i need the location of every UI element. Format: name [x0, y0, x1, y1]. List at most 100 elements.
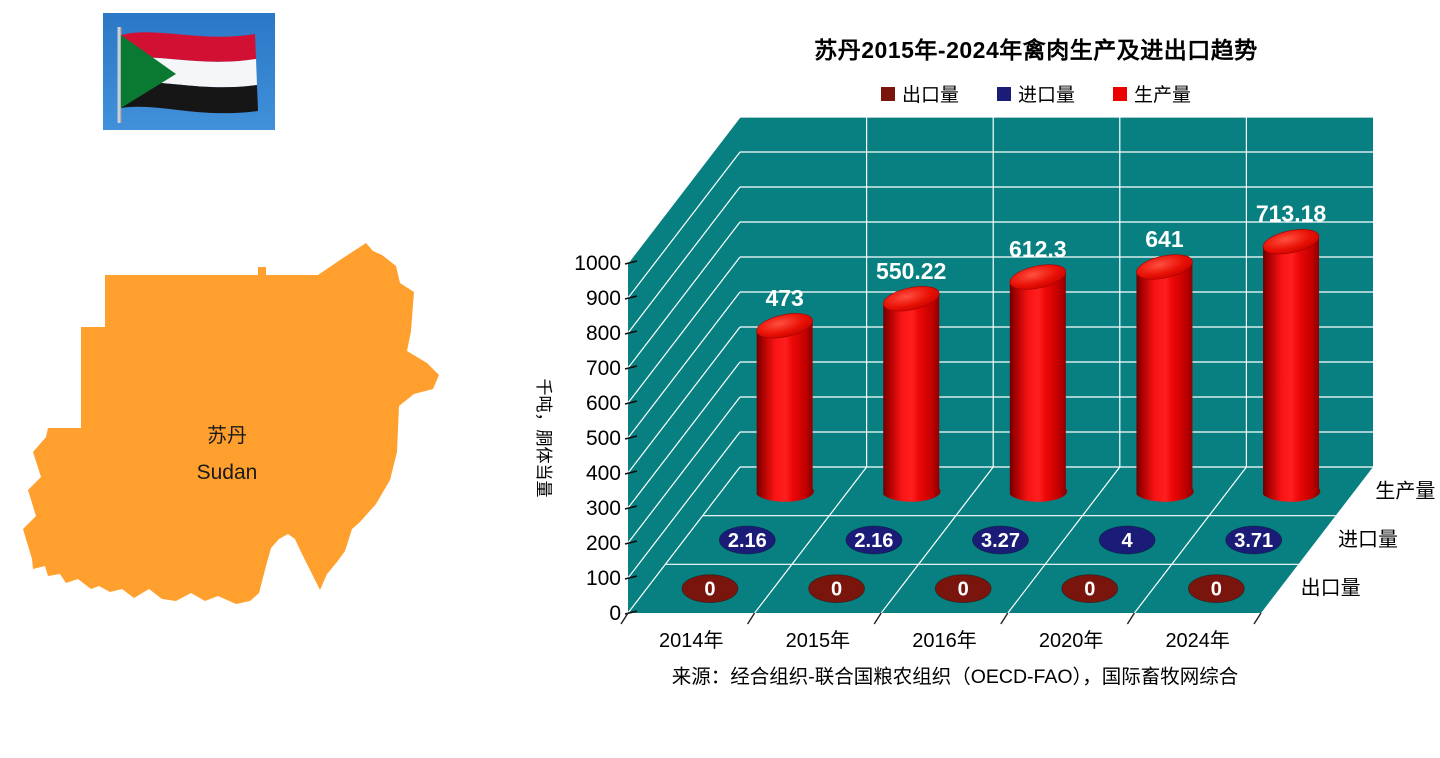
series-axis-label: 生产量: [1375, 479, 1435, 502]
export-ellipse: [808, 574, 865, 604]
flag-red-stripe: [121, 32, 256, 62]
y-tick-label: 600: [586, 392, 621, 415]
y-axis-tick: [624, 365, 638, 370]
left-wall-gridline: [627, 361, 741, 509]
x-category-label: 2020年: [1039, 629, 1104, 652]
ellipse-value-label: 0: [958, 579, 969, 601]
legend-swatch: [1113, 86, 1127, 101]
y-axis-tick: [624, 470, 638, 475]
x-axis-tick: [873, 612, 882, 625]
legend-label: 进口量: [1017, 85, 1075, 106]
left-wall-gridline: [627, 326, 741, 474]
x-axis-tick: [620, 612, 629, 625]
bar-value-label: 641: [1145, 226, 1184, 252]
sudan-map-shape: [23, 243, 439, 604]
y-tick-label: 100: [586, 567, 621, 590]
map-label-zh: 苏丹: [207, 424, 247, 447]
ellipse-value-label: 0: [704, 579, 715, 601]
sudan-flag-image: [103, 13, 275, 130]
flag-green-triangle: [121, 35, 176, 108]
y-axis-tick: [624, 400, 638, 405]
sudan-map: 苏丹 Sudan: [20, 235, 450, 615]
left-wall-gridline: [627, 396, 741, 544]
production-cylinder: [1263, 235, 1321, 502]
flag-pole: [117, 27, 122, 123]
y-tick-label: 200: [586, 532, 621, 555]
source-note: 来源：经合组织-联合国粮农组织（OECD-FAO），国际畜牧网综合: [671, 666, 1239, 688]
floor-column-line: [754, 466, 868, 614]
production-cylinder-top: [882, 286, 940, 312]
left-wall-gridline: [627, 256, 741, 404]
flag-svg: [103, 13, 275, 130]
y-axis-tick: [624, 575, 638, 580]
x-axis-tick: [747, 612, 756, 625]
y-axis-tick: [624, 295, 638, 300]
production-cylinder-top: [1136, 254, 1193, 280]
x-axis-tick: [1000, 612, 1009, 625]
floor-column-line: [1007, 466, 1121, 614]
left-wall-gridline: [627, 291, 741, 439]
bar-value-label: 612.3: [1009, 236, 1067, 262]
bar-value-label: 473: [765, 285, 803, 311]
legend-item-进口量: 进口量: [996, 80, 1075, 107]
floor-column-line: [880, 466, 994, 614]
chart-layers: 0 100 200 300 400 500 600 700 800 900 1000 0 0 0 0 0 出口量…: [574, 116, 1435, 652]
left-wall-gridline: [627, 116, 741, 264]
production-cylinder-top: [756, 313, 813, 339]
left-wall-gridline: [627, 221, 741, 369]
import-ellipse: [845, 525, 903, 555]
import-ellipse: [972, 525, 1029, 555]
floor-column-line: [1133, 466, 1247, 614]
import-ellipse: [1225, 525, 1283, 555]
y-axis-tick: [624, 260, 638, 265]
import-ellipse: [718, 525, 776, 555]
y-tick-label: 700: [586, 357, 621, 380]
export-ellipse: [1061, 574, 1119, 604]
bar-value-label: 713.18: [1256, 201, 1327, 227]
series-axis-label: 出口量: [1301, 577, 1361, 600]
export-ellipse: [1187, 574, 1245, 604]
series-axis-label: 进口量: [1338, 528, 1398, 551]
chart-legend: 出口量 进口量 生产量: [560, 80, 1440, 107]
ellipse-value-label: 0: [1211, 579, 1222, 601]
y-tick-label: 1000: [574, 252, 621, 275]
ellipse-value-label: 3.27: [981, 530, 1020, 552]
ellipse-value-label: 4: [1122, 530, 1134, 552]
production-cylinder: [883, 292, 941, 502]
export-ellipse: [681, 574, 739, 604]
x-category-label: 2016年: [912, 629, 977, 652]
legend-item-出口量: 出口量: [880, 80, 959, 107]
legend-swatch: [996, 86, 1011, 101]
map-svg: 苏丹 Sudan: [23, 243, 439, 604]
ellipse-value-label: 2.16: [854, 530, 893, 552]
y-axis-tick: [624, 505, 638, 510]
production-cylinder-top: [1009, 264, 1067, 290]
left-wall-gridline: [627, 466, 741, 614]
y-axis-tick: [624, 435, 638, 440]
map-label-en: Sudan: [197, 461, 258, 484]
x-category-label: 2024年: [1165, 629, 1230, 652]
import-ellipse: [1098, 525, 1156, 555]
legend-label: 出口量: [901, 85, 959, 106]
legend-item-生产量: 生产量: [1113, 80, 1191, 107]
y-axis-tick: [624, 330, 638, 335]
left-wall-gridline: [627, 186, 741, 334]
x-axis-tick: [1253, 612, 1262, 625]
y-tick-label: 500: [586, 427, 621, 450]
y-tick-label: 800: [586, 322, 621, 345]
legend-swatch: [880, 86, 895, 101]
y-tick-label: 300: [586, 497, 621, 520]
ellipse-value-label: 2.16: [728, 530, 767, 552]
x-category-label: 2015年: [786, 629, 851, 652]
chart-title: 苏丹2015年-2024年禽肉生产及进出口趋势: [814, 37, 1258, 63]
ellipse-value-label: 0: [831, 579, 842, 601]
ellipse-value-label: 0: [1084, 579, 1095, 601]
x-axis-tick: [1126, 612, 1135, 625]
left-wall-gridline: [627, 431, 741, 579]
y-tick-label: 0: [609, 602, 621, 625]
production-cylinder-top: [1262, 229, 1320, 255]
production-cylinder: [1009, 271, 1068, 502]
